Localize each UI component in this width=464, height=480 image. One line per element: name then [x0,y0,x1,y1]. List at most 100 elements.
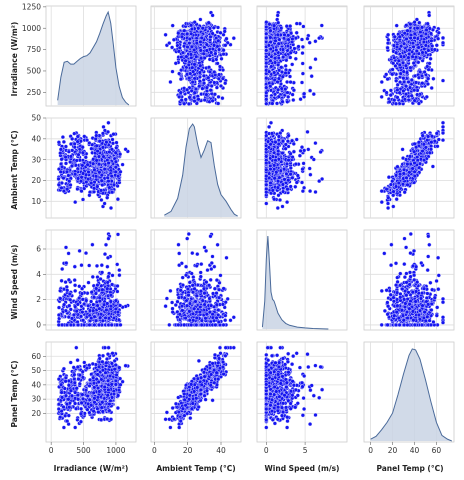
scatter-point [408,65,413,70]
scatter-point [440,40,446,45]
scatter-point [305,129,310,134]
scatter-point [417,20,422,25]
scatter-point [197,70,202,75]
scatter-point [192,90,197,95]
scatter-point [171,37,176,42]
scatter-point [83,155,88,160]
scatter-point [317,179,322,184]
scatter-point [202,55,207,61]
scatter-point [283,142,288,147]
scatter-point [436,30,441,35]
scatter-point [412,169,417,174]
scatter-point [283,146,288,151]
scatter-point [400,182,406,187]
scatter-point [394,173,399,178]
scatter-point [298,97,303,102]
scatter-point [179,98,184,103]
scatter-point [275,205,280,211]
scatter-point [412,88,417,93]
scatter-point [402,54,407,59]
scatter-point [281,54,286,60]
scatter-point [204,48,209,53]
scatter-point [276,193,281,198]
scatter-point [76,176,81,181]
scatter-point [416,45,421,50]
scatter-point [391,193,396,198]
scatter-point [404,175,409,180]
scatter-point [412,98,417,103]
scatter-point [78,179,84,184]
scatter-point [440,130,446,136]
scatter-point [264,97,269,102]
scatter-point [301,24,306,29]
scatter-point [179,68,184,73]
scatter-point [384,72,389,77]
scatter-point [440,120,446,125]
scatter-point [198,63,203,68]
scatter-point [274,170,279,175]
scatter-point [192,47,197,53]
scatter-point [63,144,68,149]
scatter-point [168,79,173,85]
scatter-point [264,85,269,90]
scatter-point [223,81,228,86]
scatter-point [65,187,70,192]
scatter-point [273,56,278,61]
scatter-point [398,172,403,177]
scatter-point [221,48,226,53]
scatter-point [56,176,61,181]
scatter-point [394,184,399,189]
scatter-point [277,175,282,180]
scatter-point [387,99,392,104]
scatter-point [264,190,269,195]
scatter-point [406,97,411,103]
scatter-point [188,52,194,57]
scatter-point [190,65,195,70]
scatter-point [58,147,63,152]
scatter-point [110,141,116,146]
scatter-point [75,139,80,144]
scatter-point [406,55,411,60]
panel-r0-c0 [45,5,137,107]
scatter-point [402,167,407,172]
scatter-point [192,99,197,104]
scatter-point [99,263,104,268]
scatter-point [58,151,63,156]
scatter-point [412,31,417,36]
scatter-point [185,44,190,50]
scatter-point [59,157,64,162]
scatter-point [87,263,92,268]
scatter-point [299,145,305,150]
scatter-point [218,30,223,35]
panels-layer: 2505007501000125010203040500246203040506… [22,2,455,455]
scatter-point [394,197,399,202]
scatter-point [66,149,71,154]
scatter-point [385,77,390,82]
scatter-point [282,177,287,182]
scatter-point [264,48,269,53]
scatter-point [100,182,105,188]
scatter-point [385,201,391,206]
scatter-point [73,200,78,205]
scatter-point [94,143,99,148]
scatter-point [307,40,312,45]
scatter-point [425,138,430,143]
scatter-point [268,46,273,52]
scatter-point [283,70,288,75]
scatter-point [431,76,436,81]
scatter-point [429,85,434,91]
scatter-point [206,20,211,25]
scatter-point [95,149,100,154]
scatter-point [97,139,102,144]
scatter-point [308,65,313,70]
scatter-point [294,21,299,26]
scatter-point [184,54,189,59]
scatter-point [298,148,303,153]
scatter-point [394,50,399,55]
scatter-point [277,37,282,42]
scatter-point [268,142,273,147]
scatter-point [414,145,419,150]
scatter-point [60,135,65,140]
scatter-point [91,189,97,194]
scatter-point [379,200,384,205]
